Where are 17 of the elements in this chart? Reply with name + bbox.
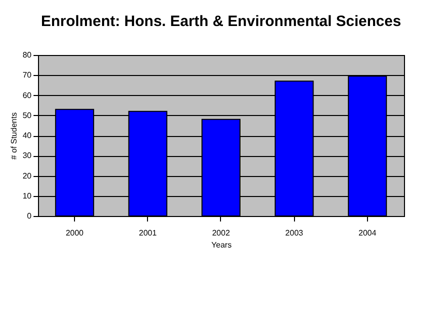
- chart-title: Enrolment: Hons. Earth & Environmental Sciences: [40, 13, 402, 30]
- x-axis-title: Years: [211, 240, 232, 250]
- y-tick-label: 80: [22, 50, 32, 60]
- y-tick-label: 70: [22, 70, 32, 80]
- x-tick-label: 2000: [66, 228, 84, 238]
- x-tick-label: 2003: [285, 228, 304, 238]
- y-axis-title: # of Students: [10, 112, 19, 160]
- y-tick-label: 60: [22, 90, 32, 100]
- x-tick-label: 2002: [212, 228, 230, 238]
- x-tick-label: 2001: [138, 228, 158, 238]
- y-tick-label: 50: [22, 110, 32, 120]
- y-tick-label: 10: [22, 191, 32, 200]
- x-tick-label: 2004: [358, 228, 377, 238]
- y-tick-label: 40: [22, 131, 32, 140]
- y-tick-label: 20: [22, 171, 32, 180]
- y-tick-label: 0: [27, 212, 32, 220]
- y-tick-label: 30: [22, 151, 32, 160]
